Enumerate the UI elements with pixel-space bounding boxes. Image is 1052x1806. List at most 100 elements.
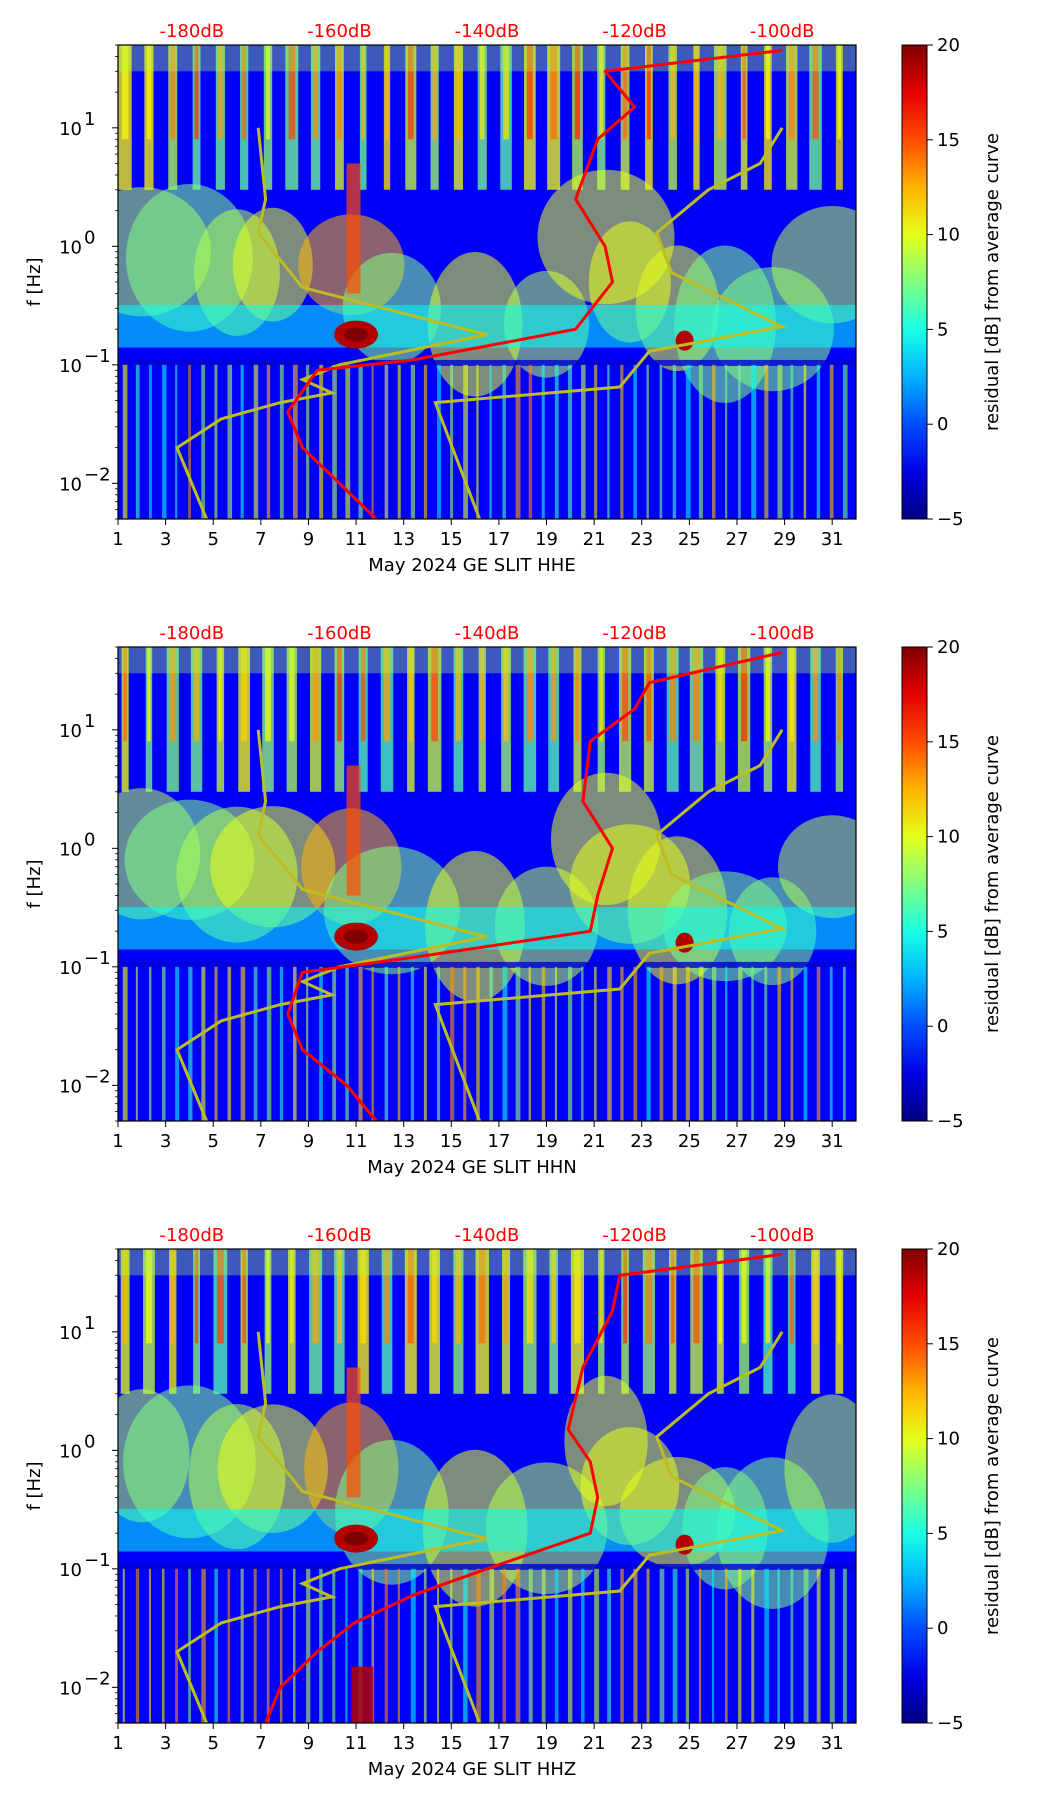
lp-streak (816, 364, 821, 519)
lp-streak (175, 1568, 178, 1723)
day-stripe-core (717, 647, 723, 742)
colorbar-label: residual [dB] from average curve (982, 1337, 1003, 1635)
day-stripe-core (456, 45, 461, 140)
lp-streak (397, 364, 401, 519)
day-stripe-core (813, 1249, 818, 1344)
day-stripe-core (480, 647, 485, 742)
lp-streak (292, 966, 297, 1121)
day-stripe-core (170, 45, 175, 140)
day-stripe-core (289, 647, 295, 742)
lp-streak (607, 966, 612, 1121)
nhnm-curve (433, 127, 787, 519)
lp-streak (253, 364, 259, 519)
day-stripe-core (550, 647, 557, 742)
x-tick-label: 7 (255, 529, 266, 550)
lp-streak (725, 364, 728, 519)
day-stripe-core (693, 1249, 700, 1344)
lp-streak (633, 364, 637, 519)
colorbar-tick-label: 10 (937, 225, 960, 246)
lp-streak (659, 1568, 665, 1723)
day-stripe-core (361, 45, 365, 140)
microseism-band (118, 304, 856, 348)
lp-streak (292, 364, 298, 519)
day-stripe-core (265, 45, 271, 140)
day-stripe-core (789, 1249, 794, 1344)
spectrogram-area (118, 45, 856, 519)
lp-streak (437, 1568, 440, 1723)
lp-streak (423, 1568, 427, 1723)
vertical-event (346, 163, 361, 294)
lp-streak (175, 364, 178, 519)
lp-streak (725, 966, 728, 1121)
lp-streak (345, 364, 351, 519)
colorbar-tick-label: 15 (937, 732, 960, 753)
lp-streak (581, 1568, 585, 1723)
lp-streak (410, 966, 414, 1121)
day-stripe-core (741, 647, 748, 742)
nhnm-curve (433, 729, 787, 1121)
x-tick-label: 3 (160, 1131, 171, 1152)
x-tick-label: 27 (726, 1131, 749, 1152)
x-tick-label: 23 (630, 529, 653, 550)
db-scale-label: -160dB (307, 1225, 372, 1246)
y-tick-exponent: 0 (84, 1431, 95, 1452)
lp-streak (332, 1568, 336, 1723)
colorbar-tick-label: 10 (937, 827, 960, 848)
day-stripe-core (385, 45, 389, 140)
x-tick-label: 15 (440, 1733, 463, 1754)
colorbar-tick-label: 5 (937, 1523, 948, 1544)
day-stripe-core (479, 45, 485, 140)
day-stripe-core (431, 647, 438, 742)
lp-streak (253, 1568, 257, 1723)
day-stripe-core (383, 647, 391, 742)
lp-streak (201, 364, 205, 519)
day-stripe-core (788, 45, 795, 140)
day-stripe-core (384, 1249, 390, 1344)
hotspot-late (675, 932, 694, 953)
dark-gap (118, 359, 856, 366)
day-stripe-core (193, 647, 200, 742)
hotspot-core (344, 929, 369, 944)
day-stripe-core (669, 647, 676, 742)
db-scale-label: -120dB (602, 21, 667, 42)
lp-streak (803, 364, 807, 519)
x-tick-label: 15 (440, 1131, 463, 1152)
colorbar (901, 1248, 928, 1724)
lp-streak (188, 966, 193, 1121)
day-stripe-core (360, 1249, 367, 1344)
colorbar-tick-label: 5 (937, 319, 948, 340)
day-stripe-core (812, 647, 819, 742)
y-tick-label: 10 (59, 1441, 82, 1462)
day-stripe-core (456, 647, 461, 742)
y-tick-label: 10 (59, 958, 82, 979)
x-tick-label: 13 (392, 529, 415, 550)
y-tick-label: 10 (59, 721, 82, 742)
lp-streak (738, 364, 741, 519)
db-scale-label: -120dB (602, 623, 667, 644)
day-stripe-core (812, 45, 819, 140)
lp-streak (279, 364, 284, 519)
day-stripe-core (693, 647, 700, 742)
lp-streak (450, 966, 455, 1121)
colorbar-label: residual [dB] from average curve (982, 735, 1003, 1033)
lp-streak (685, 1568, 690, 1723)
lp-streak (437, 364, 442, 519)
day-stripe-core (170, 1249, 175, 1344)
average-psd-curve (286, 650, 783, 1121)
x-tick-label: 25 (678, 1733, 701, 1754)
spectrogram-area (118, 1249, 856, 1723)
day-stripe-core (216, 1249, 224, 1344)
lp-streak (122, 966, 128, 1121)
day-stripe-core (312, 1249, 319, 1344)
lp-streak (633, 1568, 638, 1723)
day-stripe-core (550, 45, 557, 140)
lp-streak (541, 966, 546, 1121)
colorbar-label: residual [dB] from average curve (982, 133, 1003, 431)
day-stripe-core (765, 647, 771, 742)
day-stripe-core (718, 1249, 723, 1344)
day-stripe-core (503, 647, 509, 742)
panel-hhz: -180dB -160dB -140dB -120dB -100dB 1 3 5 7 9 11 13 1… (0, 1204, 1052, 1806)
lp-streak (358, 966, 363, 1121)
lp-streak (541, 1568, 546, 1723)
lp-streak (567, 1568, 573, 1723)
